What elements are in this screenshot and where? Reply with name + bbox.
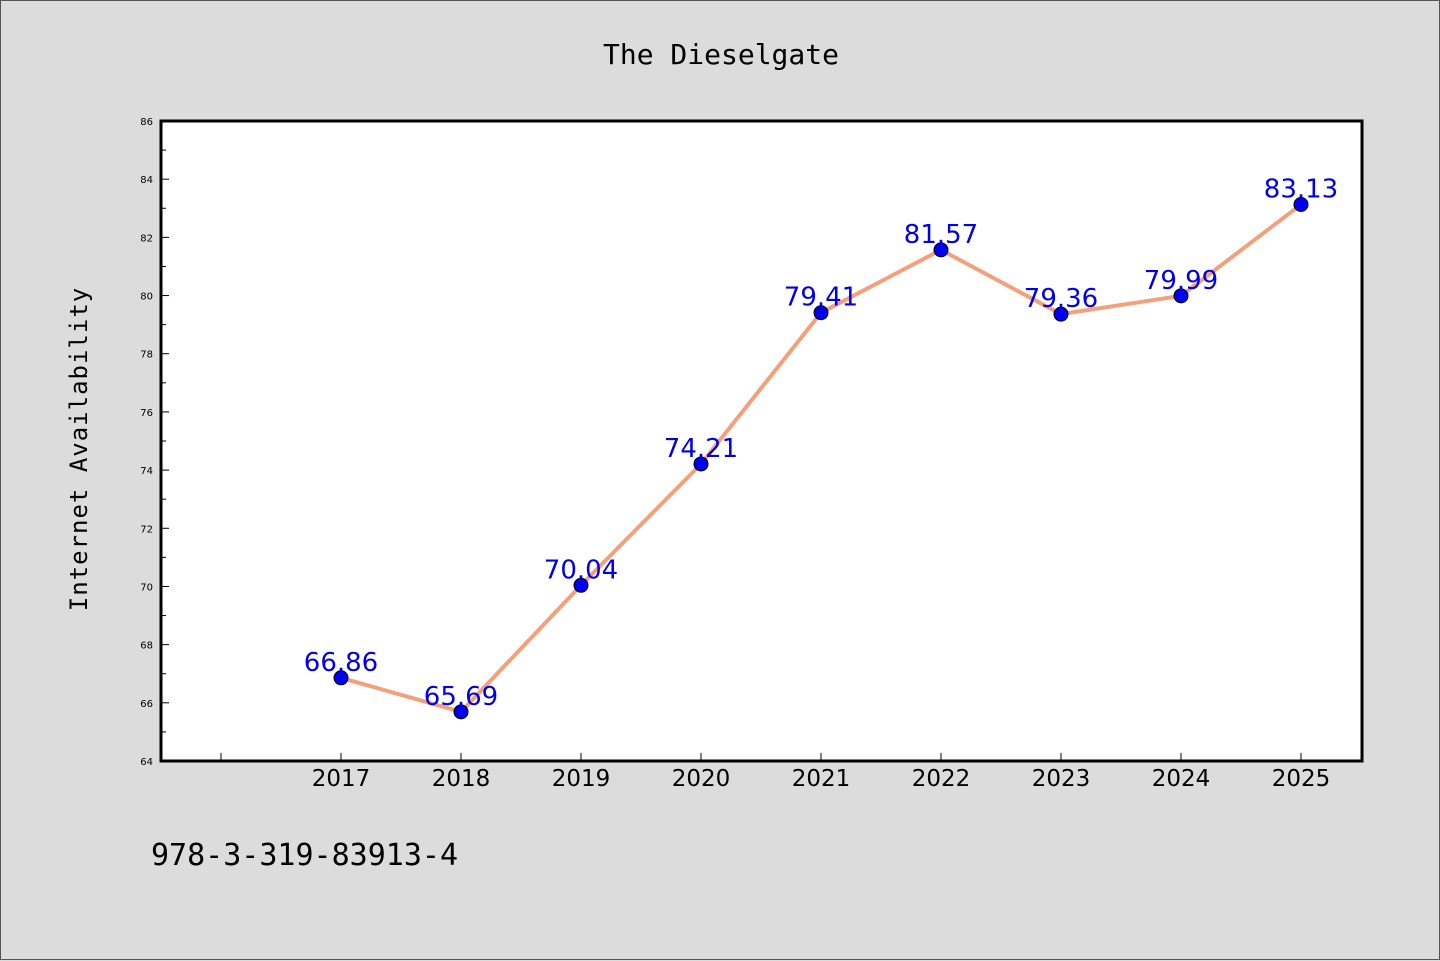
data-label: 79.41 <box>784 283 858 313</box>
data-point <box>933 242 949 258</box>
axis-ticks: 64 66 68 70 72 74 76 78 80 82 84 86 2017 2018 2019 2020… <box>140 117 1330 792</box>
data-label: 74.21 <box>664 434 738 464</box>
y-tick-label: 70 <box>140 582 153 593</box>
data-point <box>813 305 829 321</box>
data-point <box>1173 288 1189 304</box>
footer-isbn: 978-3-319-83913-4 <box>151 838 458 873</box>
data-point <box>573 577 589 593</box>
x-tick-label: 2023 <box>1032 766 1091 792</box>
data-label: 79.36 <box>1024 284 1098 314</box>
y-tick-label: 68 <box>140 641 153 652</box>
data-label: 83.13 <box>1264 174 1338 204</box>
y-axis-label: Internet Availability <box>65 287 93 611</box>
x-tick-label: 2020 <box>672 766 731 792</box>
x-tick-label: 2022 <box>912 766 971 792</box>
data-point <box>693 456 709 472</box>
x-tick-label: 2017 <box>312 766 371 792</box>
data-point <box>1053 306 1069 322</box>
series-group: 66.86 65.69 70.04 74.21 79.41 81.57 79.36 79.99… <box>304 174 1338 720</box>
y-tick-label: 74 <box>140 466 153 477</box>
y-tick-label: 80 <box>140 292 153 303</box>
data-label: 81.57 <box>904 220 978 250</box>
y-tick-label: 66 <box>140 699 153 710</box>
x-tick-label: 2025 <box>1272 766 1331 792</box>
chart-title: The Dieselgate <box>603 38 839 71</box>
data-label: 70.04 <box>544 555 618 585</box>
x-tick-label: 2021 <box>792 766 851 792</box>
data-point <box>1293 196 1309 212</box>
plot-area <box>159 119 1364 763</box>
y-tick-label: 72 <box>140 524 153 535</box>
data-label: 66.86 <box>304 648 378 678</box>
y-tick-label: 78 <box>140 350 153 361</box>
x-tick-label: 2018 <box>432 766 491 792</box>
data-label: 79.99 <box>1144 266 1218 296</box>
data-point <box>453 704 469 720</box>
y-tick-label: 82 <box>140 233 153 244</box>
y-tick-label: 84 <box>140 175 153 186</box>
y-tick-label: 86 <box>140 117 153 128</box>
x-tick-label: 2019 <box>552 766 611 792</box>
y-tick-label: 76 <box>140 408 153 419</box>
data-point <box>333 670 349 686</box>
y-tick-label: 64 <box>140 757 153 768</box>
data-label: 65.69 <box>424 682 498 712</box>
x-tick-label: 2024 <box>1152 766 1211 792</box>
